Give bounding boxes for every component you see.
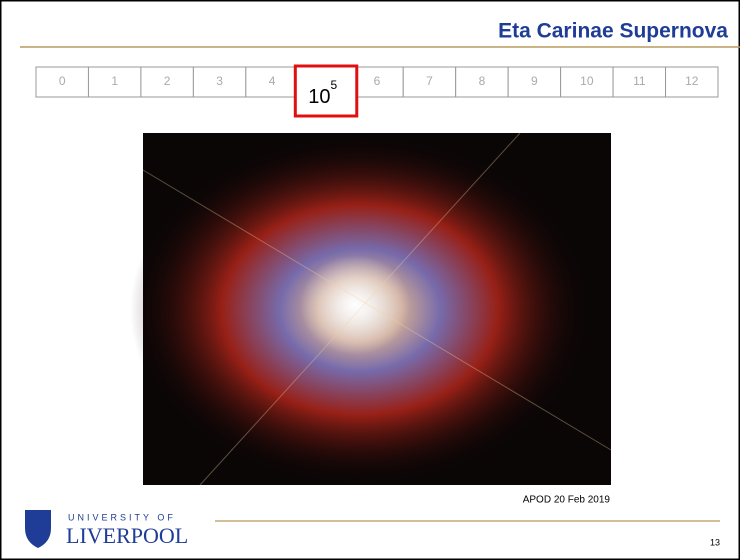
image — [130, 133, 611, 485]
highlight-exponent: 5 — [331, 78, 338, 92]
image-caption: APOD 20 Feb 2019 — [523, 495, 611, 506]
scale-label: 12 — [685, 74, 699, 88]
scale-label: 7 — [426, 74, 433, 88]
scale-label: 6 — [374, 74, 381, 88]
scale-label: 1 — [111, 74, 118, 88]
university-line2: LIVERPOOL — [66, 523, 188, 548]
scale-label: 0 — [59, 74, 66, 88]
slide-canvas: Eta Carinae Supernova 012346789101112105… — [0, 0, 740, 560]
scale-label: 9 — [531, 74, 538, 88]
scale-label: 2 — [164, 74, 171, 88]
scale-label: 3 — [216, 74, 223, 88]
scale-label: 10 — [580, 74, 594, 88]
crest — [25, 510, 51, 548]
core — [300, 255, 410, 355]
highlight-base: 10 — [308, 86, 330, 108]
scale-label: 4 — [269, 74, 276, 88]
title: Eta Carinae Supernova — [498, 20, 728, 43]
scale-label: 11 — [633, 74, 646, 88]
university-line1: UNIVERSITY OF — [68, 512, 176, 522]
slide: Eta Carinae Supernova 012346789101112105… — [0, 0, 740, 560]
page-number: 13 — [710, 537, 720, 547]
scale-label: 8 — [479, 74, 486, 88]
